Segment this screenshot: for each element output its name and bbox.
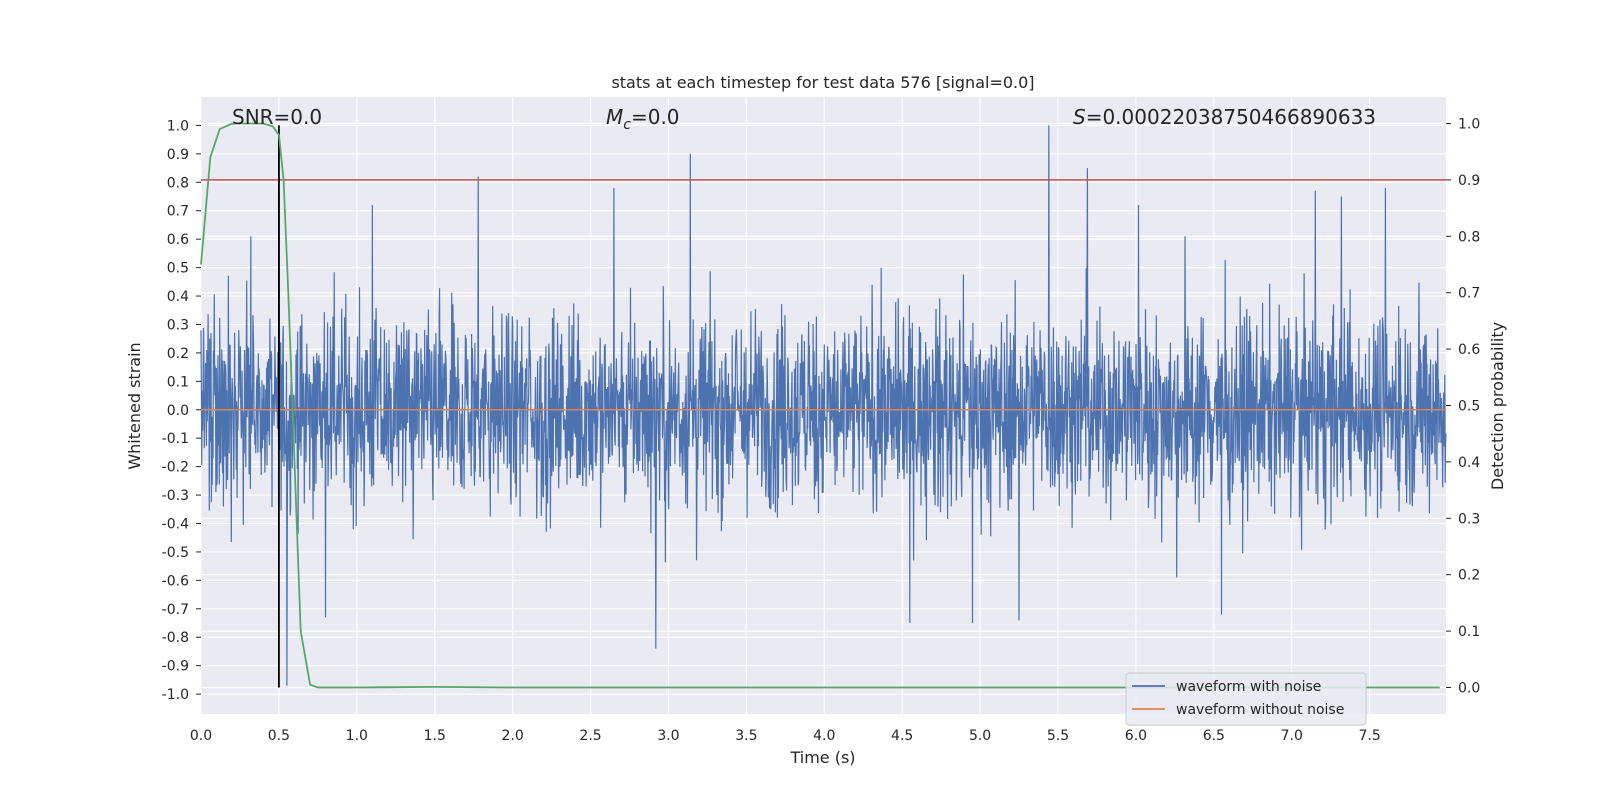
y-tick-label: 0.4 [167, 289, 189, 305]
y-tick-label: -0.7 [162, 602, 189, 618]
y2-tick-label: 0.9 [1458, 173, 1480, 189]
y-ticks: 1.0 0.9 0.8 0.7 0.6 0.5 0.4 0.3 0.2 0.1 0.0 -0.1 -0.… [162, 118, 201, 703]
x-tick-label: 7.0 [1281, 728, 1303, 744]
s-symbol: S [1073, 105, 1086, 129]
y-tick-label: 1.0 [167, 118, 189, 134]
chart-title: stats at each timestep for test data 576… [611, 73, 1034, 92]
x-tick-label: 6.5 [1203, 728, 1225, 744]
x-ticks: 0.0 0.5 1.0 1.5 2.0 2.5 3.0 3.5 4.0 4.5 5.0 5.5 6.0 6… [190, 728, 1381, 744]
y-axis-label: Whitened strain [125, 342, 144, 469]
x-tick-label: 5.0 [969, 728, 991, 744]
x-tick-label: 1.0 [346, 728, 368, 744]
y2-tick-label: 0.3 [1458, 511, 1480, 527]
y2-axis-label: Detection probability [1488, 322, 1507, 490]
y-tick-label: -0.6 [162, 573, 189, 589]
y-tick-label: 0.6 [167, 232, 189, 248]
y2-tick-label: 0.7 [1458, 286, 1480, 302]
y-tick-label: 0.7 [167, 204, 189, 220]
probability-trace [200, 122, 1440, 689]
y-tick-label: -0.2 [162, 460, 189, 476]
x-axis-label: Time (s) [789, 748, 855, 767]
y2-tick-label: 0.2 [1458, 568, 1480, 584]
y-tick-label: 0.5 [167, 261, 189, 277]
x-tick-label: 7.5 [1359, 728, 1381, 744]
legend-label-clean: waveform without noise [1176, 702, 1344, 718]
snr-annotation: SNR=0.0 [232, 105, 322, 129]
y-tick-label: 0.9 [167, 147, 189, 163]
mc-subscript: c [623, 117, 631, 133]
y-tick-label: -0.5 [162, 545, 189, 561]
y-tick-label: -1.0 [162, 687, 189, 703]
mc-annotation: Mc=0.0 [606, 105, 680, 133]
series-detection-probability [200, 122, 1440, 689]
y2-ticks: 1.0 0.9 0.8 0.7 0.6 0.5 0.4 0.3 0.2 0.1 0.0 [1446, 117, 1480, 696]
reference-lines [201, 125, 1446, 688]
y2-tick-label: 0.6 [1458, 342, 1480, 358]
y-tick-label: -0.4 [162, 516, 189, 532]
y-tick-label: -0.8 [162, 630, 189, 646]
mc-value: =0.0 [631, 105, 680, 129]
legend: waveform with noise waveform without noi… [1125, 672, 1367, 726]
x-tick-label: 4.0 [813, 728, 835, 744]
y-tick-label: 0.2 [167, 346, 189, 362]
y-tick-label: 0.0 [167, 403, 189, 419]
mc-symbol: M [606, 105, 623, 129]
y2-tick-label: 0.5 [1458, 399, 1480, 415]
x-tick-label: 0.5 [268, 728, 290, 744]
x-tick-label: 3.0 [657, 728, 679, 744]
y-tick-label: -0.3 [162, 488, 189, 504]
x-tick-label: 4.5 [891, 728, 913, 744]
y-tick-label: -0.9 [162, 659, 189, 675]
legend-label-noise: waveform with noise [1176, 679, 1321, 695]
y-tick-label: 0.1 [167, 374, 189, 390]
y-tick-label: -0.1 [162, 431, 189, 447]
x-tick-label: 3.5 [735, 728, 757, 744]
s-value: =0.00022038750466890633 [1086, 105, 1376, 129]
y-tick-label: 0.3 [167, 317, 189, 333]
x-tick-label: 2.5 [579, 728, 601, 744]
y2-tick-label: 0.1 [1458, 624, 1480, 640]
y2-tick-label: 0.0 [1458, 680, 1480, 696]
x-tick-label: 1.5 [424, 728, 446, 744]
y2-tick-label: 1.0 [1458, 117, 1480, 133]
s-annotation: S=0.00022038750466890633 [1073, 105, 1376, 129]
x-tick-label: 5.5 [1047, 728, 1069, 744]
noise-trace [200, 125, 1447, 686]
series-waveform-with-noise [200, 125, 1447, 686]
x-tick-label: 2.0 [502, 728, 524, 744]
y2-tick-label: 0.8 [1458, 229, 1480, 245]
x-tick-label: 0.0 [190, 728, 212, 744]
x-tick-label: 6.0 [1125, 728, 1147, 744]
y-tick-label: 0.8 [167, 175, 189, 191]
legend-box [1125, 672, 1367, 726]
y2-tick-label: 0.4 [1458, 455, 1480, 471]
